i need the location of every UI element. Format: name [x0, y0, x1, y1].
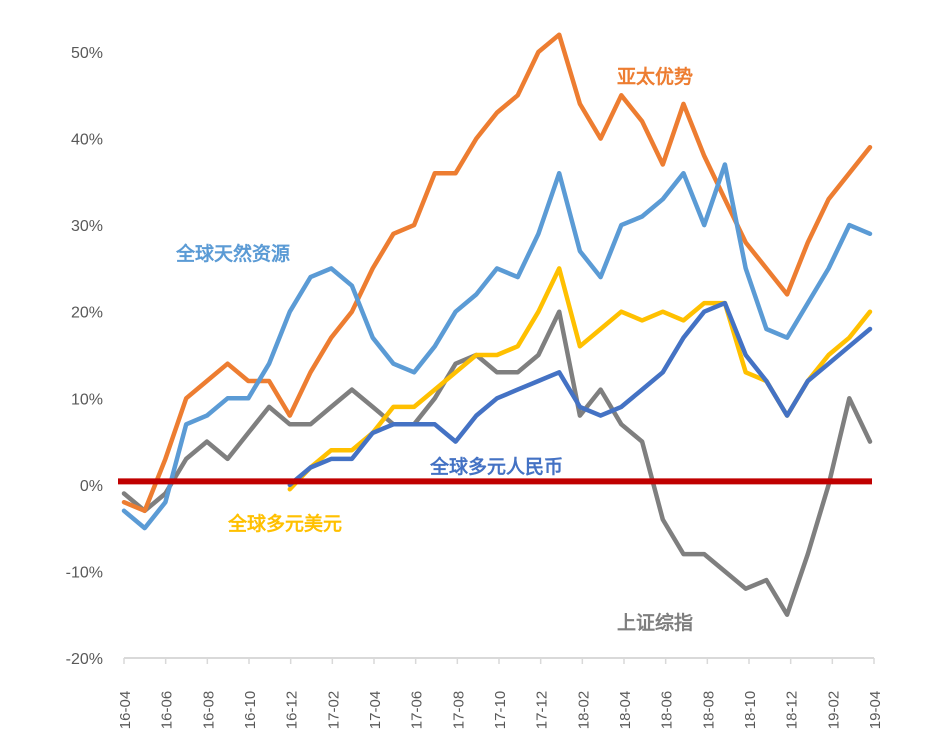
y-tick-label: 20% — [71, 305, 103, 322]
x-tick-label: 19-04 — [867, 691, 884, 729]
series-line-0 — [121, 32, 873, 514]
x-tick-label: 16-04 — [117, 691, 134, 729]
series-line-2 — [287, 266, 873, 492]
x-tick-label: 17-06 — [409, 691, 426, 729]
series-line-3 — [287, 300, 873, 488]
x-tick-label: 16-10 — [242, 691, 259, 729]
x-tick-label: 18-04 — [617, 691, 634, 729]
y-tick-label: 50% — [71, 45, 103, 62]
series-label-shanghai-composite: 上证综指 — [617, 612, 694, 634]
x-tick-label: 18-08 — [700, 691, 717, 729]
x-tick-label: 18-06 — [659, 691, 676, 729]
x-tick-label: 17-12 — [534, 691, 551, 729]
series-label-global-natural-resources: 全球天然资源 — [176, 243, 291, 265]
x-tick-label: 16-08 — [200, 691, 217, 729]
x-tick-label: 16-12 — [284, 691, 301, 729]
x-tick-label: 18-12 — [784, 691, 801, 729]
y-tick-label: 30% — [71, 218, 103, 235]
series-line-1 — [121, 162, 873, 531]
series-label-global-multi-usd: 全球多元美元 — [228, 513, 343, 535]
x-tick-label: 17-08 — [450, 691, 467, 729]
x-tick-label: 19-02 — [825, 691, 842, 729]
y-tick-label: 40% — [71, 132, 103, 149]
series-label-asia-pacific: 亚太优势 — [617, 66, 694, 88]
x-tick-label: 17-10 — [492, 691, 509, 729]
series-label-global-multi-rmb: 全球多元人民币 — [430, 456, 564, 478]
y-tick-label: 10% — [71, 391, 103, 408]
y-tick-label: -20% — [66, 651, 103, 668]
x-tick-label: 18-02 — [575, 691, 592, 729]
y-tick-label: -10% — [66, 564, 103, 581]
x-tick-label: 17-02 — [325, 691, 342, 729]
x-tick-label: 16-06 — [159, 691, 176, 729]
series-line-4 — [121, 309, 873, 617]
x-tick-label: 17-04 — [367, 691, 384, 729]
x-tick-label: 18-10 — [742, 691, 759, 729]
y-tick-label: 0% — [80, 478, 103, 495]
